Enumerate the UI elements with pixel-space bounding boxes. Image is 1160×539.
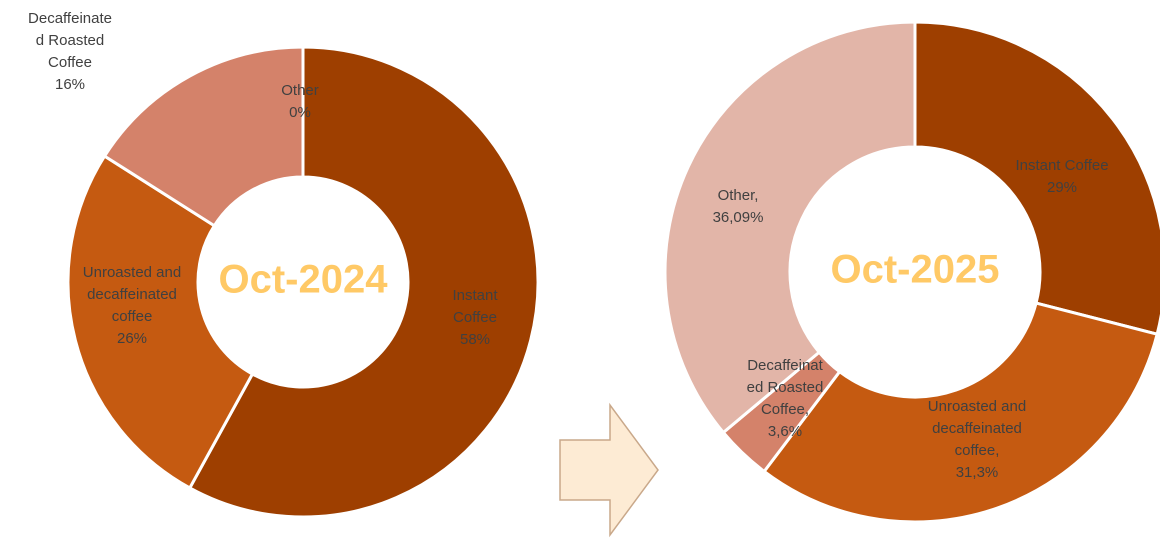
- category-name: Instant Coffee: [452, 287, 498, 326]
- slice: [187, 45, 540, 519]
- data-label: Instant Coffee 58%: [435, 285, 515, 351]
- value-label: 0%: [289, 104, 311, 121]
- value-label: 58%: [459, 331, 491, 348]
- data-label: Other 0%: [270, 80, 330, 124]
- data-label: Unroasted and decaffeinated coffee 26%: [82, 262, 182, 350]
- data-label: Decaffeinated Roasted Coffee, 3,6%: [744, 355, 826, 443]
- center-label: Oct-2025: [831, 248, 1000, 292]
- arrow: [559, 402, 659, 538]
- slice: [913, 20, 1160, 337]
- value-label: 29%: [1046, 179, 1078, 196]
- slice: [762, 301, 1159, 524]
- category-name: Unroasted and decaffeinated coffee,: [927, 398, 1027, 459]
- category-name: Instant Coffee: [1015, 157, 1109, 174]
- value-label: 36,09%: [712, 209, 764, 226]
- data-label: Decaffeinated Roasted Coffee 16%: [25, 8, 115, 96]
- data-label: Instant Coffee 29%: [987, 155, 1137, 199]
- category-name: Decaffeinated Roasted Coffee,: [746, 357, 824, 418]
- slice: [663, 20, 917, 435]
- data-label: Other, 36,09%: [696, 185, 781, 229]
- value-label: 3,6%: [767, 423, 803, 440]
- value-label: 16%: [54, 76, 86, 93]
- slice: [66, 154, 255, 490]
- value-label: 26%: [116, 330, 148, 347]
- category-name: Unroasted and decaffeinated coffee: [82, 264, 182, 325]
- center-label: Oct-2024: [219, 258, 389, 302]
- value-label: 31,3%: [955, 464, 999, 481]
- category-name: Other: [281, 82, 319, 99]
- data-label: Unroasted and decaffeinated coffee, 31,3%: [921, 396, 1033, 484]
- category-name: Other,: [717, 187, 759, 204]
- category-name: Decaffeinated Roasted Coffee: [28, 10, 112, 71]
- slice: [102, 45, 305, 228]
